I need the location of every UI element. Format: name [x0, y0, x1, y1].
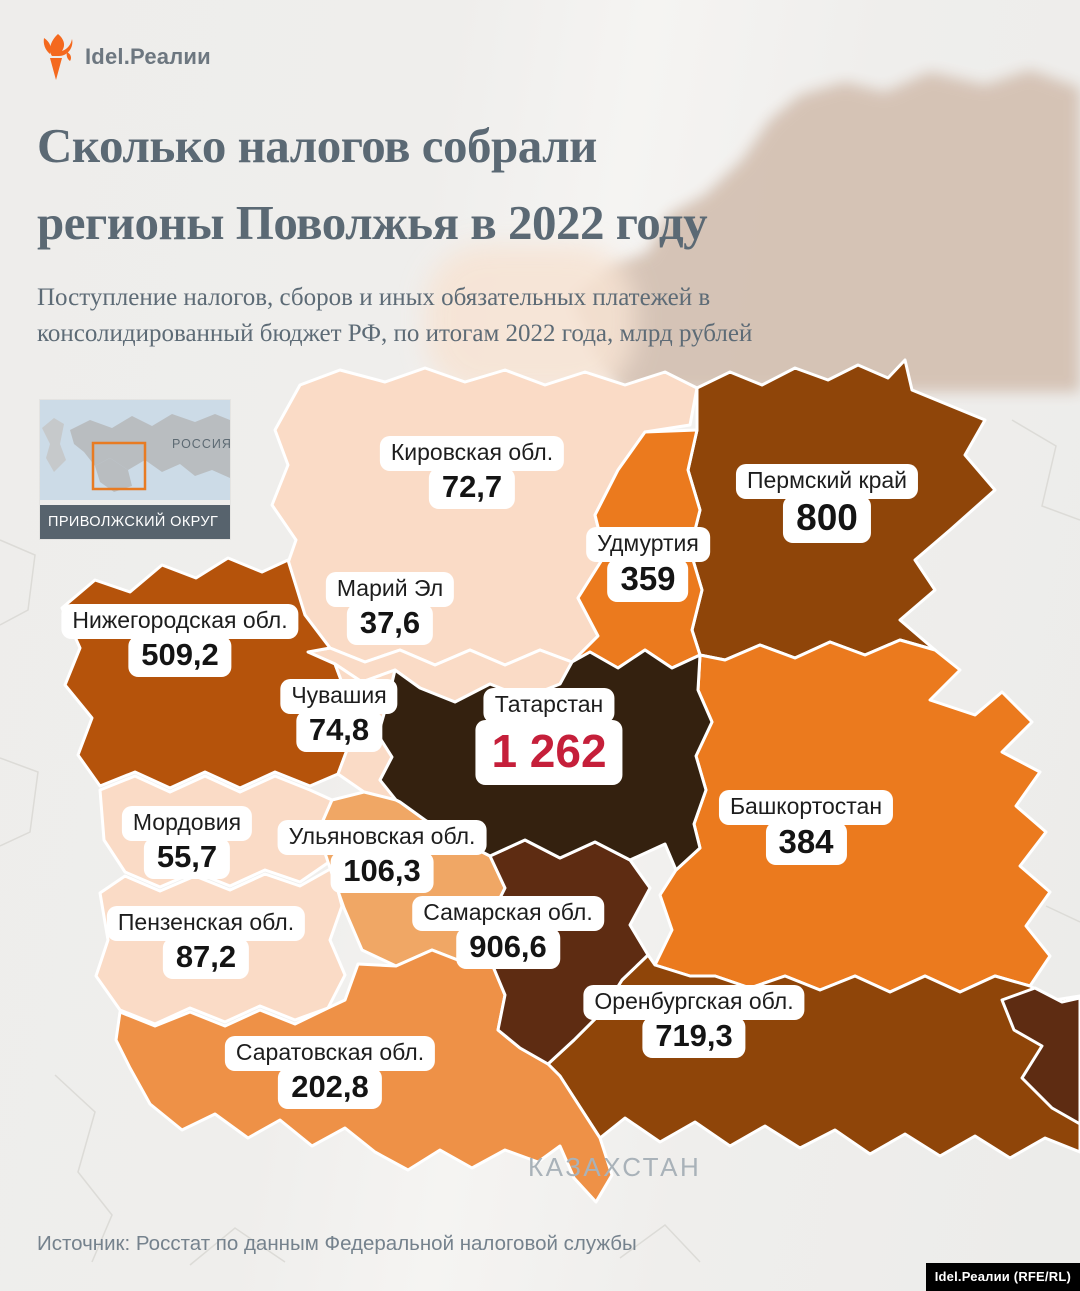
inset-country-label: РОССИЯ — [172, 437, 230, 451]
region-shape-bashkortostan — [653, 638, 1052, 994]
kazakhstan-label: КАЗАХСТАН — [528, 1152, 702, 1182]
inset-highlight-box — [91, 441, 147, 491]
inset-map-canvas: РОССИЯ — [40, 400, 231, 500]
torch-icon — [43, 34, 73, 80]
region-shape-orenburg-east — [1000, 986, 1080, 1126]
page-title: Сколько налогов собрали регионы Поволжья… — [37, 108, 708, 262]
logo: Idel.Реалии — [37, 34, 211, 80]
neighbour-borders — [0, 419, 1080, 1266]
credit-badge: Idel.Реалии (RFE/RL) — [925, 1263, 1080, 1291]
region-shape-perm — [686, 358, 997, 662]
inset-scandinavia — [42, 418, 66, 472]
inset-district-bar: ПРИВОЛЖСКИЙ ОКРУГ — [40, 505, 230, 539]
logo-text: Idel.Реалии — [85, 44, 211, 69]
inset-locator-map: РОССИЯ ПРИВОЛЖСКИЙ ОКРУГ — [40, 400, 231, 539]
inset-russia-land — [70, 414, 230, 478]
region-shape-mordovia — [98, 774, 334, 889]
decorative-north-landmass — [572, 70, 1080, 392]
subtitle-line-2: консолидированный бюджет РФ, по итогам 2… — [37, 319, 753, 347]
subtitle-line-1: Поступление налогов, сборов и иных обяза… — [37, 284, 711, 311]
region-shape-penza — [94, 866, 347, 1026]
page-subtitle: Поступление налогов, сборов и иных обяза… — [37, 280, 752, 351]
title-line-1: Сколько налогов собрали — [37, 118, 597, 173]
decorative-peach-haze — [425, 245, 635, 395]
source-note: Источник: Росстат по данным Федеральной … — [37, 1232, 637, 1255]
title-line-2: регионы Поволжья в 2022 году — [37, 194, 708, 250]
inset-coast-jag — [95, 458, 132, 492]
